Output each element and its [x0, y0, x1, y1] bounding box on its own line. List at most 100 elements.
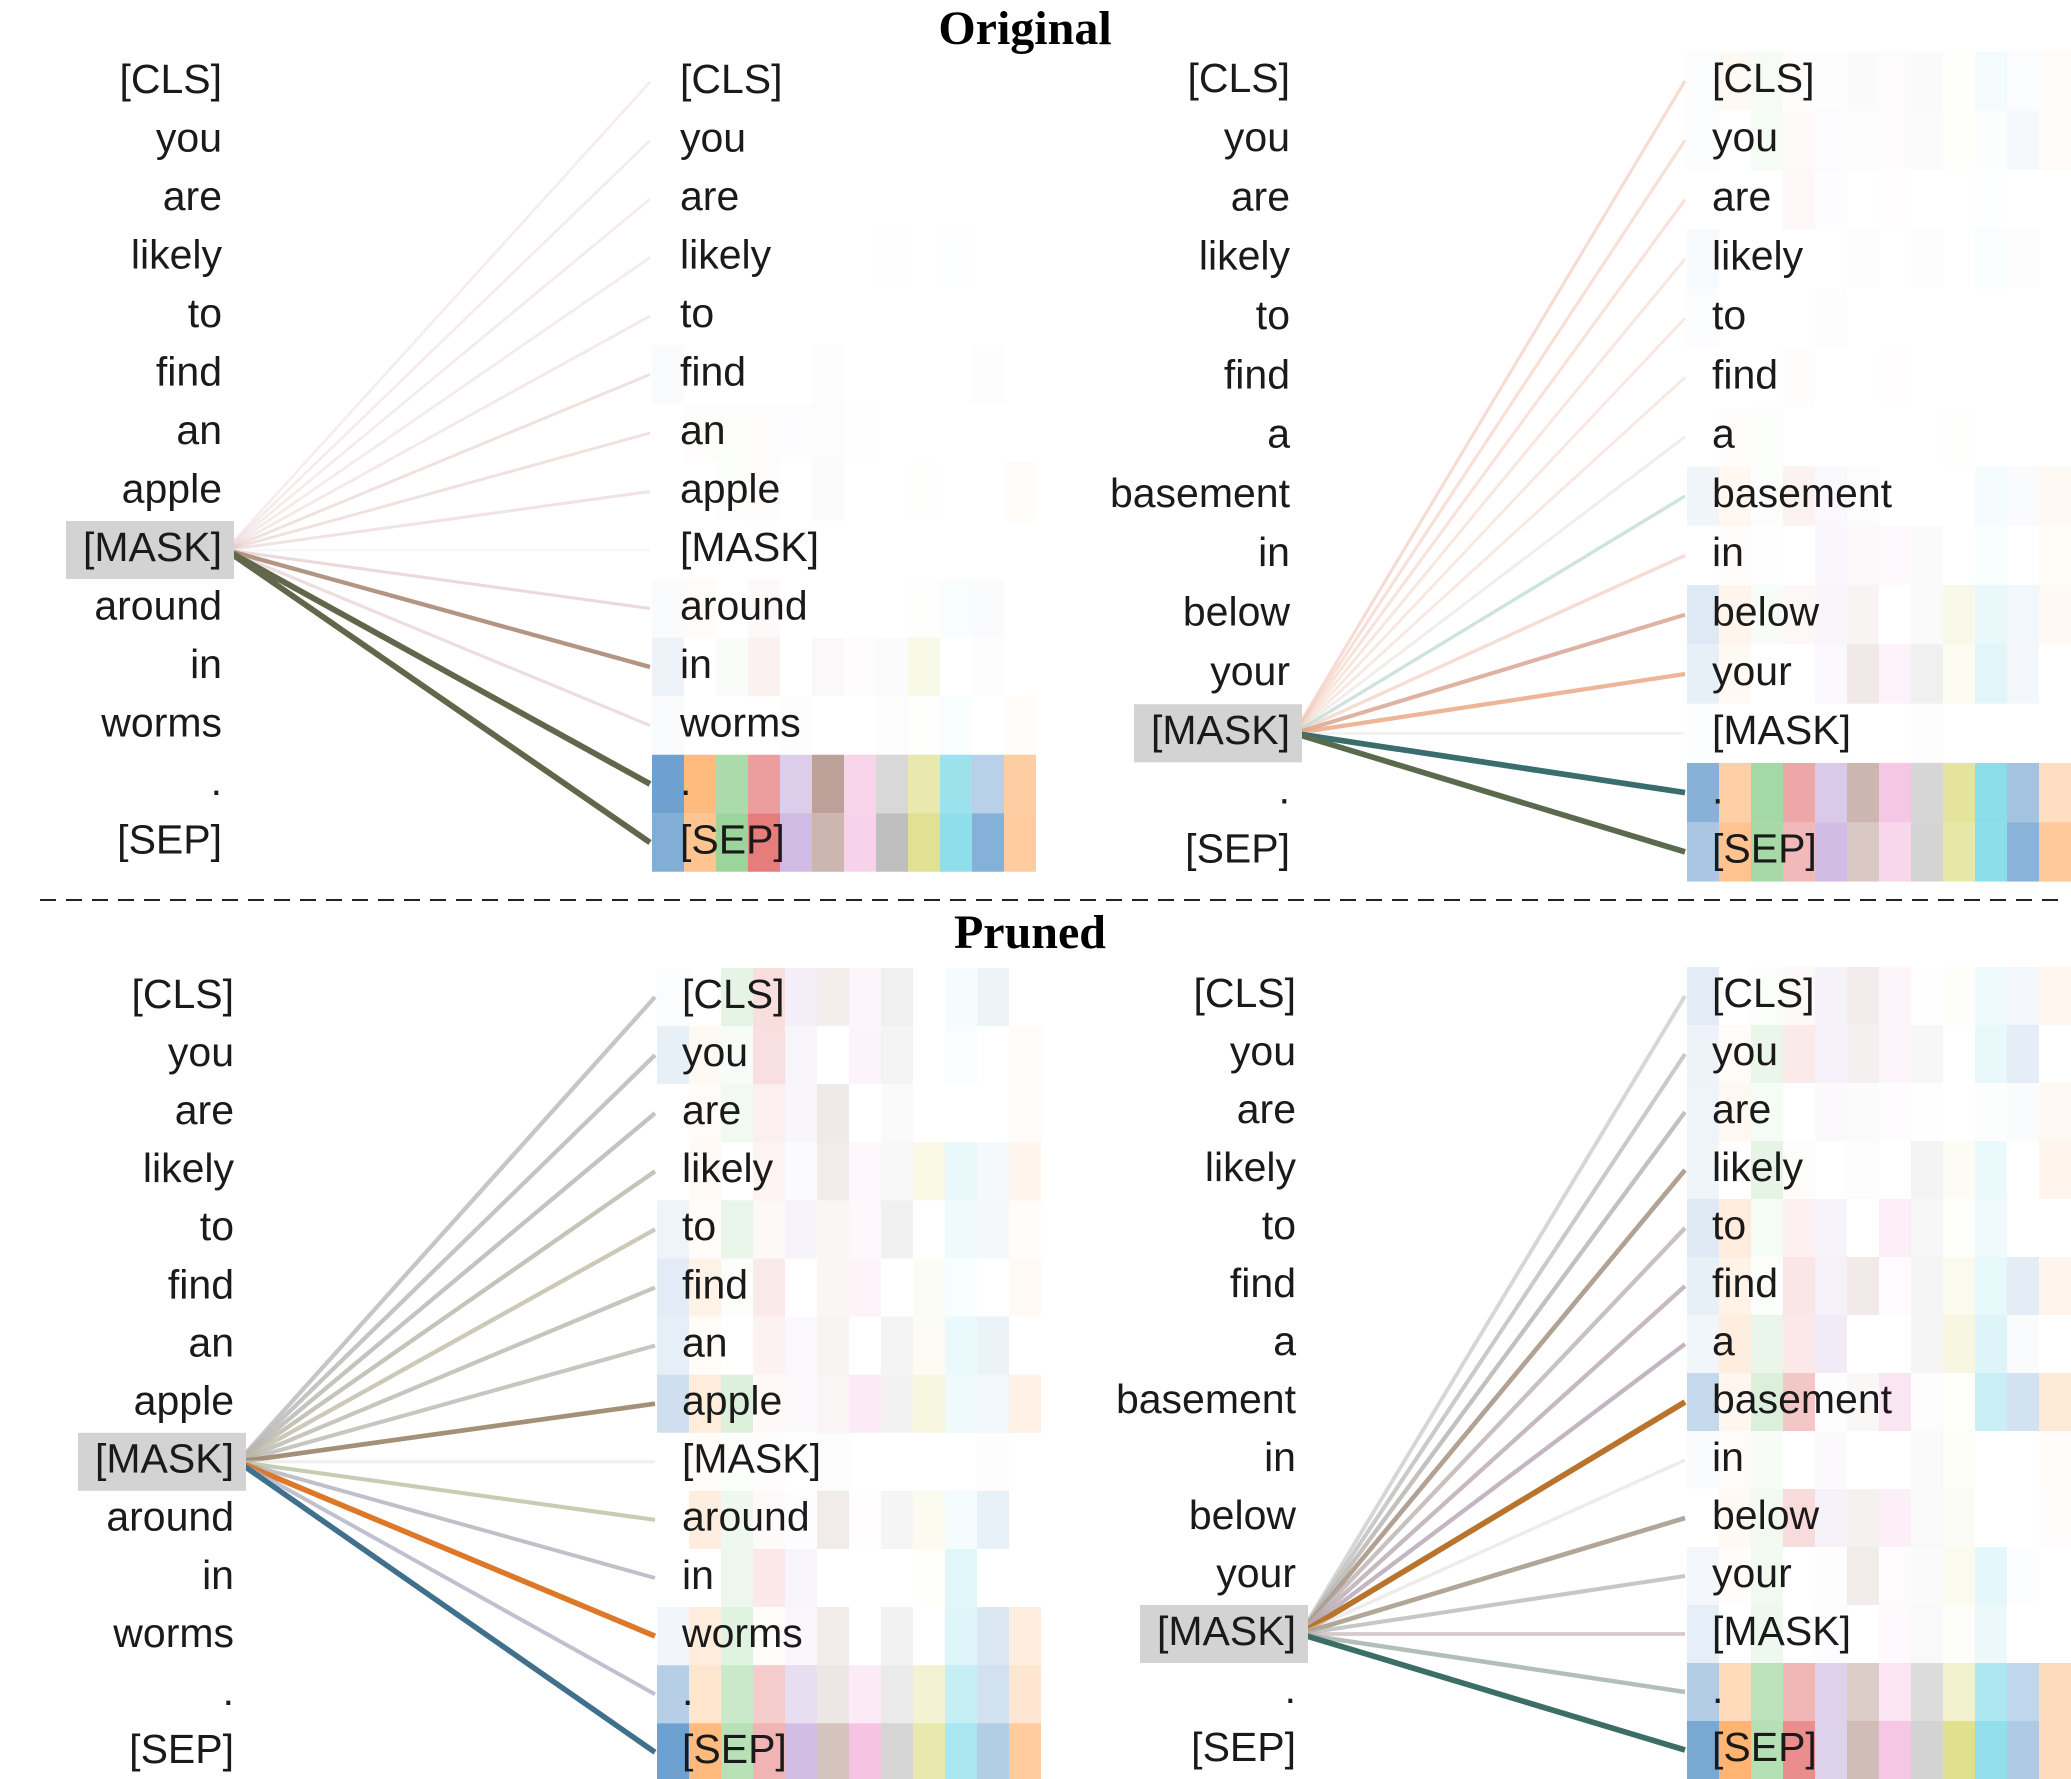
left-token[interactable]: find: [1230, 1260, 1296, 1306]
left-token[interactable]: likely: [143, 1145, 235, 1191]
right-token[interactable]: likely: [1712, 1144, 1804, 1190]
left-token[interactable]: .: [223, 1668, 234, 1714]
right-token[interactable]: [SEP]: [1712, 826, 1817, 872]
right-token[interactable]: your: [1712, 648, 1792, 694]
left-token[interactable]: in: [190, 641, 222, 687]
left-token[interactable]: worms: [112, 1610, 234, 1656]
right-token[interactable]: are: [1712, 1086, 1771, 1132]
right-token[interactable]: likely: [680, 231, 772, 277]
left-token[interactable]: to: [1256, 292, 1290, 338]
left-token[interactable]: are: [175, 1087, 234, 1133]
left-token[interactable]: you: [168, 1029, 234, 1075]
right-token[interactable]: [CLS]: [1712, 970, 1815, 1016]
left-token[interactable]: to: [188, 290, 222, 336]
right-token[interactable]: [MASK]: [680, 524, 819, 570]
left-token[interactable]: basement: [1116, 1376, 1297, 1422]
left-token[interactable]: you: [1230, 1028, 1296, 1074]
right-token[interactable]: are: [680, 173, 739, 219]
right-token[interactable]: [MASK]: [1712, 707, 1851, 753]
right-token[interactable]: you: [1712, 1028, 1778, 1074]
left-token[interactable]: [MASK]: [1157, 1608, 1296, 1654]
right-token[interactable]: likely: [682, 1145, 774, 1191]
right-token[interactable]: [SEP]: [682, 1726, 787, 1772]
left-token[interactable]: in: [1264, 1434, 1296, 1480]
left-token[interactable]: .: [1279, 766, 1290, 812]
right-token[interactable]: find: [1712, 351, 1778, 397]
right-token[interactable]: you: [682, 1029, 748, 1075]
right-token[interactable]: in: [680, 641, 712, 687]
left-token[interactable]: [SEP]: [129, 1726, 234, 1772]
left-token[interactable]: an: [176, 407, 222, 453]
right-token[interactable]: [CLS]: [680, 56, 783, 102]
right-token[interactable]: [CLS]: [1712, 55, 1815, 101]
right-token[interactable]: [SEP]: [680, 816, 785, 862]
right-token[interactable]: basement: [1712, 470, 1893, 516]
left-token[interactable]: [CLS]: [119, 56, 222, 102]
left-token[interactable]: [MASK]: [1151, 707, 1290, 753]
right-token[interactable]: below: [1712, 1492, 1820, 1538]
left-token[interactable]: your: [1210, 648, 1290, 694]
right-token[interactable]: an: [682, 1319, 728, 1365]
left-token[interactable]: likely: [131, 231, 223, 277]
left-token[interactable]: your: [1216, 1550, 1296, 1596]
left-token[interactable]: .: [211, 758, 222, 804]
left-token[interactable]: a: [1273, 1318, 1296, 1364]
left-token[interactable]: [SEP]: [117, 816, 222, 862]
right-token[interactable]: an: [680, 407, 726, 453]
left-token[interactable]: find: [168, 1261, 234, 1307]
right-token[interactable]: apple: [680, 465, 780, 511]
left-token[interactable]: [CLS]: [131, 971, 234, 1017]
right-token[interactable]: to: [682, 1203, 716, 1249]
right-token[interactable]: are: [1712, 173, 1771, 219]
left-token[interactable]: you: [1224, 114, 1290, 160]
left-token[interactable]: apple: [122, 465, 222, 511]
left-token[interactable]: are: [1237, 1086, 1296, 1132]
right-token[interactable]: find: [1712, 1260, 1778, 1306]
right-token[interactable]: find: [680, 348, 746, 394]
left-token[interactable]: in: [1258, 529, 1290, 575]
right-token[interactable]: around: [682, 1494, 810, 1540]
right-token[interactable]: apple: [682, 1378, 782, 1424]
left-token[interactable]: apple: [134, 1378, 234, 1424]
right-token[interactable]: around: [680, 582, 808, 628]
left-token[interactable]: [SEP]: [1191, 1724, 1296, 1770]
left-token[interactable]: likely: [1205, 1144, 1297, 1190]
right-token[interactable]: in: [1712, 529, 1744, 575]
left-token[interactable]: .: [1285, 1666, 1296, 1712]
left-token[interactable]: an: [188, 1319, 234, 1365]
right-token[interactable]: [SEP]: [1712, 1724, 1817, 1770]
left-token[interactable]: a: [1267, 411, 1290, 457]
right-token[interactable]: find: [682, 1261, 748, 1307]
left-token[interactable]: likely: [1199, 233, 1291, 279]
right-token[interactable]: you: [680, 114, 746, 160]
right-token[interactable]: a: [1712, 411, 1735, 457]
right-token[interactable]: basement: [1712, 1376, 1893, 1422]
right-token[interactable]: to: [1712, 1202, 1746, 1248]
right-token[interactable]: in: [682, 1552, 714, 1598]
right-token[interactable]: to: [680, 290, 714, 336]
left-token[interactable]: are: [163, 173, 222, 219]
right-token[interactable]: to: [1712, 292, 1746, 338]
left-token[interactable]: [CLS]: [1193, 970, 1296, 1016]
right-token[interactable]: .: [1712, 766, 1723, 812]
right-token[interactable]: [CLS]: [682, 971, 785, 1017]
right-token[interactable]: your: [1712, 1550, 1792, 1596]
left-token[interactable]: are: [1231, 173, 1290, 219]
left-token[interactable]: [MASK]: [95, 1436, 234, 1482]
right-token[interactable]: [MASK]: [1712, 1608, 1851, 1654]
left-token[interactable]: to: [1262, 1202, 1296, 1248]
left-token[interactable]: around: [94, 582, 222, 628]
right-token[interactable]: a: [1712, 1318, 1735, 1364]
left-token[interactable]: to: [200, 1203, 234, 1249]
left-token[interactable]: around: [106, 1494, 234, 1540]
right-token[interactable]: worms: [681, 1610, 803, 1656]
left-token[interactable]: [MASK]: [83, 524, 222, 570]
right-token[interactable]: below: [1712, 589, 1820, 635]
right-token[interactable]: .: [682, 1668, 693, 1714]
left-token[interactable]: below: [1183, 589, 1291, 635]
left-token[interactable]: you: [156, 114, 222, 160]
right-token[interactable]: likely: [1712, 233, 1804, 279]
left-token[interactable]: in: [202, 1552, 234, 1598]
right-token[interactable]: worms: [679, 699, 801, 745]
right-token[interactable]: you: [1712, 114, 1778, 160]
